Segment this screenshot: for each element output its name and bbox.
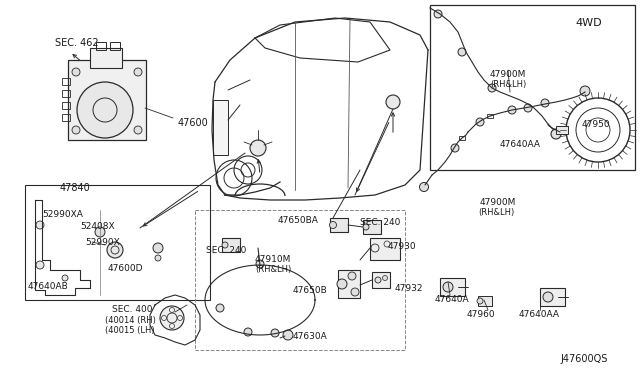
Bar [195, 210, 405, 350]
Text: 47640A: 47640A [435, 295, 470, 304]
Circle shape [216, 304, 224, 312]
Bar [62, 90, 70, 97]
Circle shape [477, 298, 483, 304]
Text: (RH&LH): (RH&LH) [255, 265, 291, 274]
Circle shape [348, 272, 356, 280]
Circle shape [337, 279, 347, 289]
Bar [222, 238, 240, 252]
Text: 52990X: 52990X [85, 238, 120, 247]
Text: 47932: 47932 [395, 284, 424, 293]
Circle shape [488, 84, 496, 92]
Bar [213, 100, 228, 155]
Text: SEC. 240: SEC. 240 [360, 218, 401, 227]
Text: 47640AB: 47640AB [28, 282, 68, 291]
Bar [25, 185, 210, 300]
Circle shape [524, 104, 532, 112]
Circle shape [363, 224, 369, 230]
Bar [478, 296, 492, 306]
Circle shape [95, 227, 105, 237]
Text: 47640AA: 47640AA [519, 310, 560, 319]
Text: 47640AA: 47640AA [500, 140, 541, 149]
Text: 47910M: 47910M [255, 255, 291, 264]
Bar [556, 126, 568, 134]
Bar [330, 218, 348, 232]
Bar [62, 78, 70, 85]
Bar [459, 136, 465, 140]
Text: (RH&LH): (RH&LH) [490, 80, 526, 89]
Circle shape [508, 106, 516, 114]
Circle shape [72, 68, 80, 76]
Circle shape [580, 86, 590, 96]
Circle shape [375, 277, 381, 283]
Text: SEC. 400: SEC. 400 [112, 305, 152, 314]
Circle shape [72, 126, 80, 134]
Text: 47840: 47840 [60, 183, 91, 193]
Text: SEC. 240: SEC. 240 [206, 246, 246, 255]
Bar [540, 288, 565, 306]
Circle shape [476, 118, 484, 126]
Circle shape [155, 255, 161, 261]
Text: (40014 (RH): (40014 (RH) [105, 316, 156, 325]
Circle shape [256, 260, 264, 268]
Text: 47600D: 47600D [108, 264, 143, 273]
Circle shape [134, 126, 142, 134]
Circle shape [451, 144, 459, 152]
Circle shape [351, 288, 359, 296]
Circle shape [419, 183, 429, 192]
Bar [96, 42, 106, 50]
Circle shape [107, 242, 123, 258]
Text: 47900M: 47900M [490, 70, 526, 79]
Circle shape [271, 329, 279, 337]
Bar [62, 102, 70, 109]
Text: 47900M: 47900M [480, 198, 516, 207]
Circle shape [62, 275, 68, 281]
Text: J47600QS: J47600QS [560, 354, 607, 364]
Text: SEC. 462: SEC. 462 [55, 38, 99, 48]
Circle shape [77, 82, 133, 138]
Circle shape [458, 48, 466, 56]
Bar [363, 220, 381, 234]
Bar [430, 5, 635, 170]
Circle shape [541, 99, 549, 107]
Circle shape [36, 261, 44, 269]
Bar [338, 270, 360, 298]
Bar [90, 48, 122, 68]
Bar [372, 272, 390, 288]
Bar [440, 278, 465, 296]
Circle shape [153, 243, 163, 253]
Circle shape [160, 306, 184, 330]
Text: 47650BA: 47650BA [278, 216, 319, 225]
Circle shape [36, 221, 44, 229]
Text: 47650B: 47650B [293, 286, 328, 295]
Bar [62, 114, 70, 121]
Text: 47950: 47950 [582, 120, 611, 129]
Circle shape [222, 242, 228, 248]
Text: 47600: 47600 [178, 118, 209, 128]
Circle shape [244, 328, 252, 336]
Text: (RH&LH): (RH&LH) [478, 208, 515, 217]
Bar [370, 238, 400, 260]
Circle shape [383, 276, 387, 280]
Text: (40015 (LH): (40015 (LH) [105, 326, 155, 335]
Circle shape [134, 68, 142, 76]
Circle shape [386, 95, 400, 109]
Bar [110, 42, 120, 50]
Circle shape [551, 129, 561, 139]
Bar [487, 114, 493, 118]
Text: 52408X: 52408X [80, 222, 115, 231]
Circle shape [543, 292, 553, 302]
Text: 47930: 47930 [388, 242, 417, 251]
Text: 4WD: 4WD [575, 18, 602, 28]
Circle shape [434, 10, 442, 18]
Circle shape [330, 221, 337, 228]
Text: 47630A: 47630A [293, 332, 328, 341]
Text: 52990XA: 52990XA [42, 210, 83, 219]
Bar [68, 60, 146, 140]
Circle shape [250, 140, 266, 156]
Text: 47960: 47960 [467, 310, 495, 319]
Circle shape [443, 282, 453, 292]
Circle shape [283, 330, 293, 340]
